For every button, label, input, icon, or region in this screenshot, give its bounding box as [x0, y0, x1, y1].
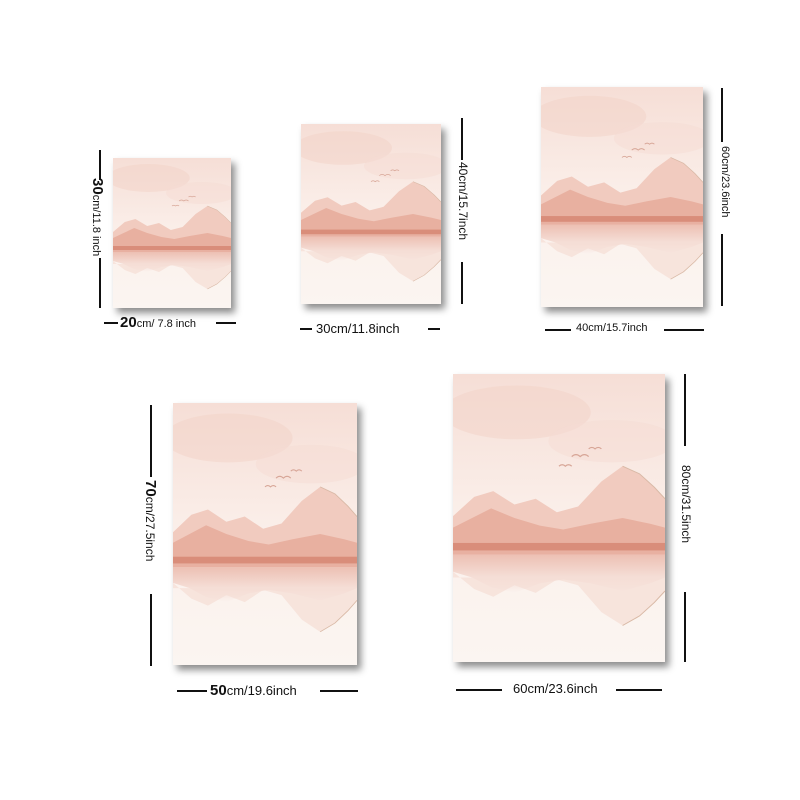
height-dimension-line [99, 150, 101, 180]
width-label: 30cm/11.8inch [316, 321, 400, 336]
width-dimension-line [616, 689, 662, 691]
height-label: 80cm/31.5inch [679, 465, 693, 544]
birds-icon [171, 195, 196, 207]
poster-30x40 [301, 124, 441, 304]
width-dimension-line [545, 329, 571, 331]
height-dimension-line [684, 592, 686, 662]
height-dimension-line [461, 262, 463, 304]
width-dimension-line [216, 322, 236, 324]
mountain-landscape-artwork [541, 87, 703, 307]
width-dimension-line [456, 689, 502, 691]
width-label: 50cm/19.6inch [210, 682, 297, 699]
poster-40x60 [541, 87, 703, 307]
mountain-landscape-artwork [173, 403, 357, 665]
height-dimension-line [721, 234, 723, 306]
mountain-landscape-artwork [113, 158, 231, 308]
width-label: 40cm/15.7inch [576, 322, 648, 334]
width-dimension-line [428, 328, 440, 330]
height-label: 70cm/27.5inch [142, 480, 159, 562]
birds-icon [264, 469, 303, 488]
height-dimension-line [684, 374, 686, 446]
birds-icon [621, 142, 655, 159]
width-label: 20cm/ 7.8 inch [120, 314, 196, 331]
height-dimension-line [99, 258, 101, 308]
birds-icon [558, 446, 602, 467]
height-label: 40cm/15.7inch [456, 162, 470, 241]
width-dimension-line [320, 690, 358, 692]
width-dimension-line [177, 690, 207, 692]
mountain-landscape-artwork [453, 374, 665, 662]
width-dimension-line [300, 328, 312, 330]
height-dimension-line [150, 405, 152, 477]
height-dimension-line [150, 594, 152, 666]
width-label: 60cm/23.6inch [513, 681, 598, 696]
height-dimension-line [461, 118, 463, 160]
height-dimension-line [721, 88, 723, 142]
width-dimension-line [104, 322, 118, 324]
mountain-landscape-artwork [301, 124, 441, 304]
poster-50x70 [173, 403, 357, 665]
height-label: 60cm/23.6inch [719, 146, 731, 218]
birds-icon [370, 169, 400, 183]
height-label: 30cm/11.8 inch [89, 178, 106, 257]
width-dimension-line [664, 329, 704, 331]
poster-60x80 [453, 374, 665, 662]
poster-20x30 [113, 158, 231, 308]
